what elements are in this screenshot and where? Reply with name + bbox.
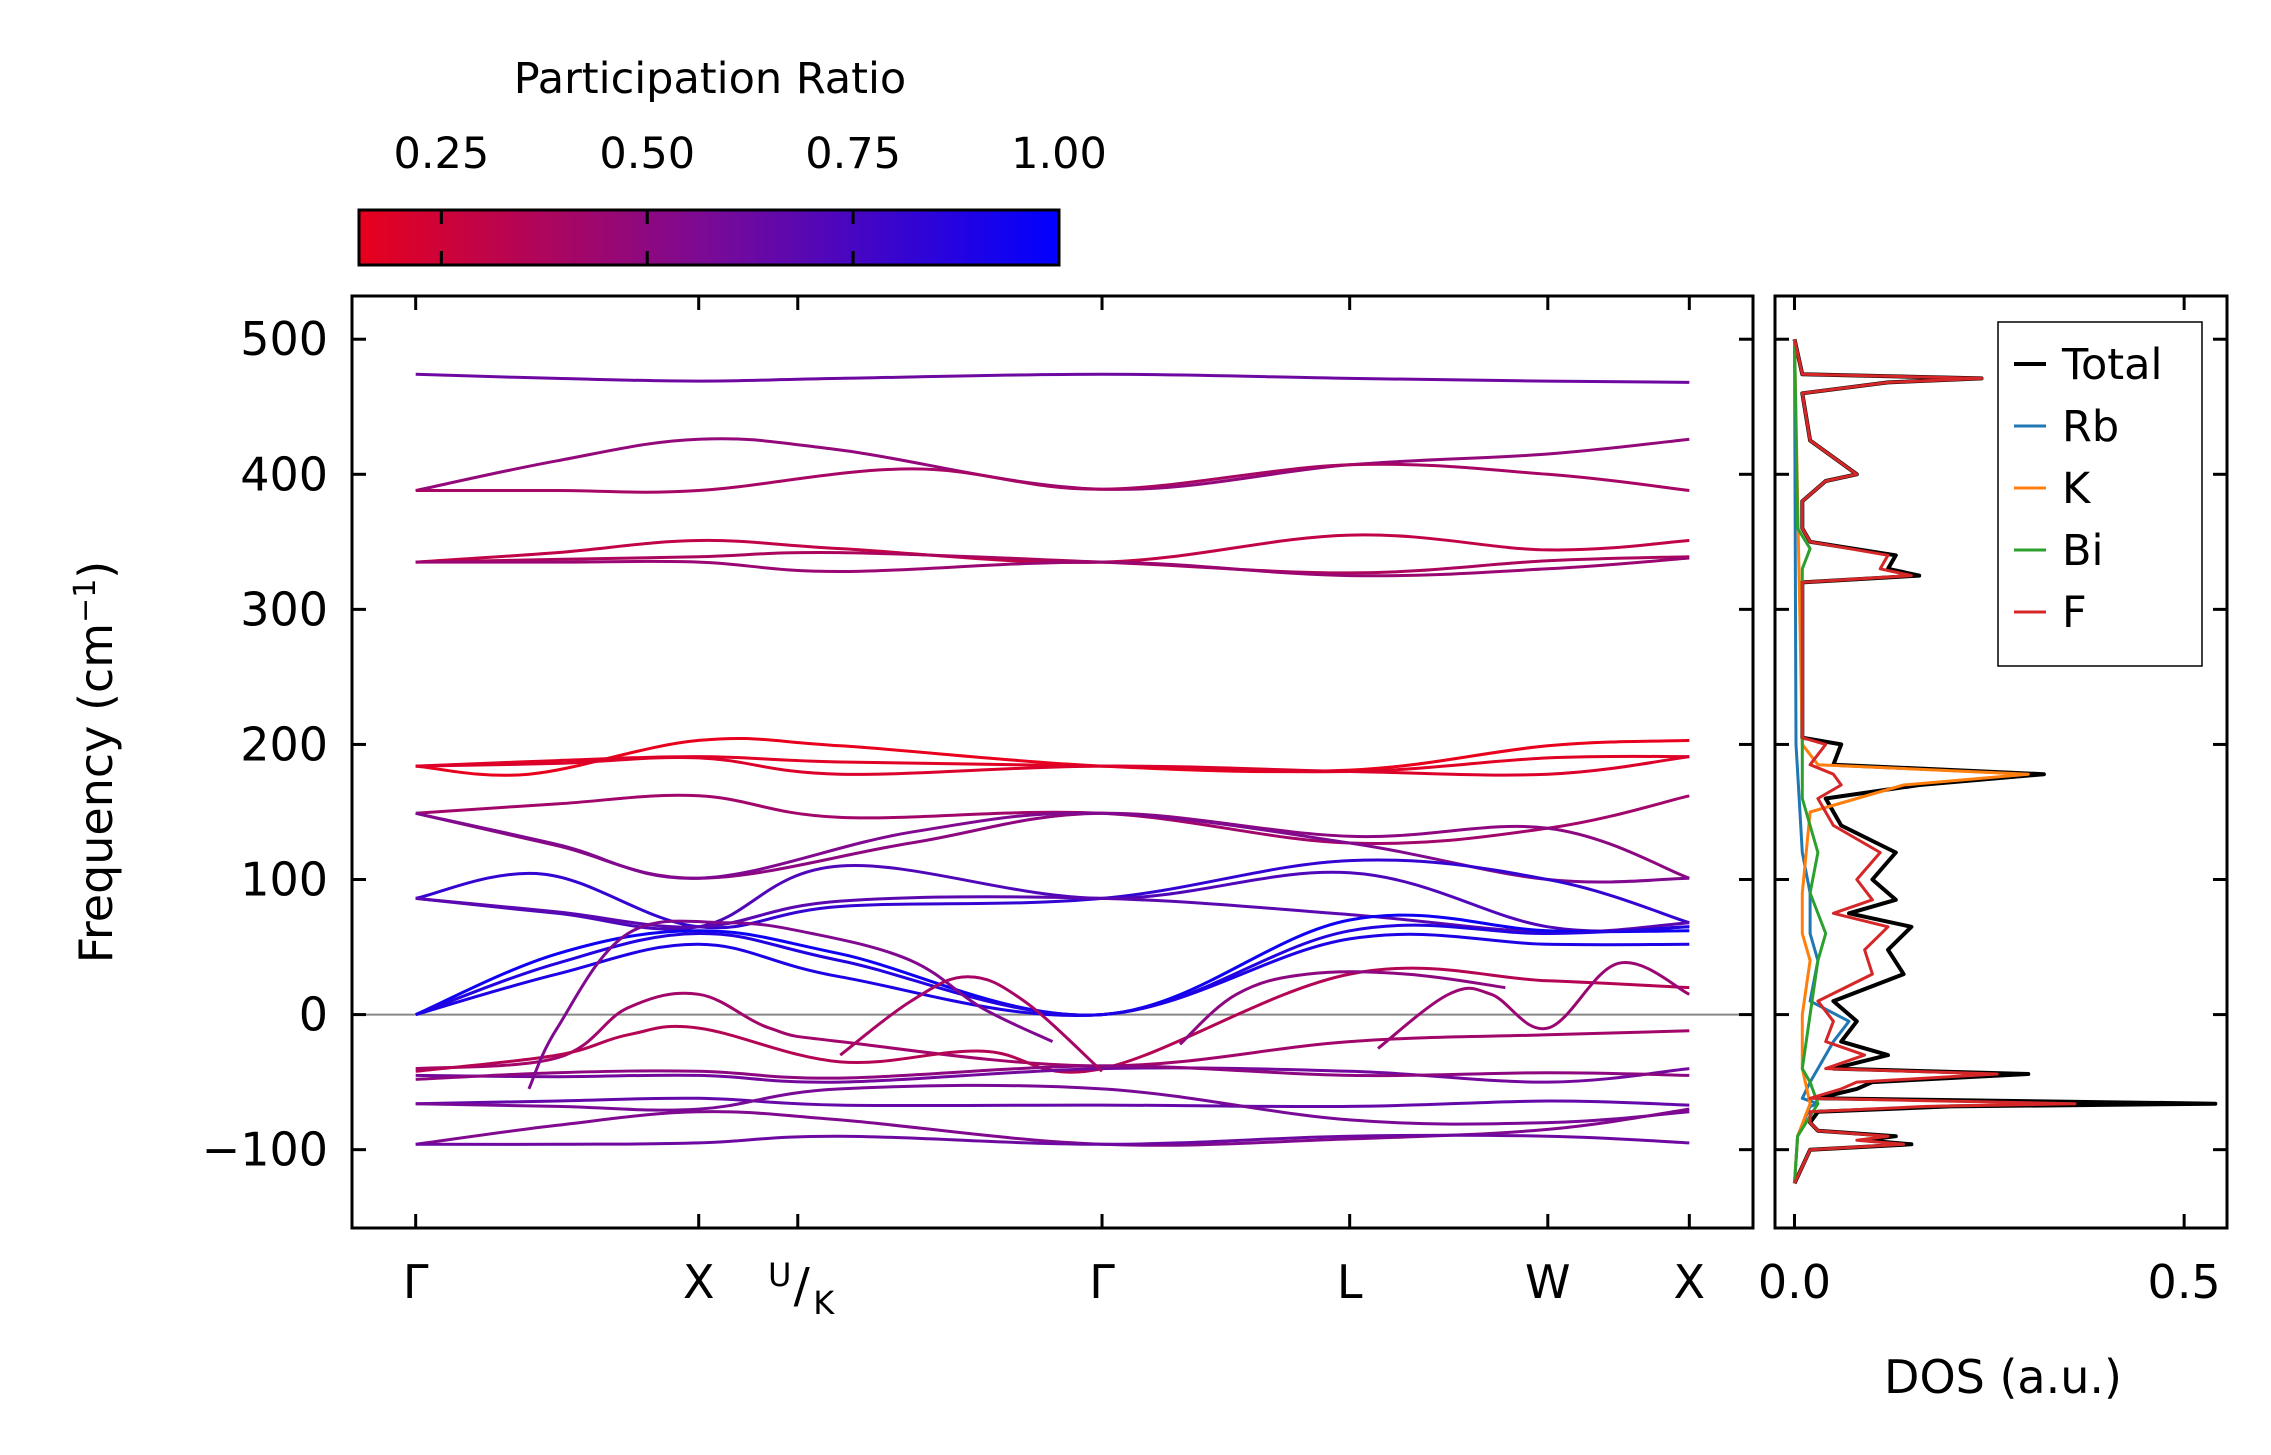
band-line-band-104 [415,858,1690,930]
colorbar-title: Participation Ratio [514,54,907,104]
kpoint-label-Γ: Γ [1089,1255,1115,1309]
colorbar-tick-label: 0.75 [805,129,901,179]
dos-line-F [1793,338,2077,1185]
band-line-band-hump1 [527,919,1054,1090]
colorbar-ticks [439,210,855,265]
dos-x-axis-ticks: 0.0 0.5 [1758,296,2221,1309]
dos-line-K [1793,339,2030,1184]
band-line-band-86 [415,895,1690,934]
kpoint-label-Γ: Γ [403,1255,429,1309]
legend-items: Total Rb K Bi F [2014,340,2162,638]
y-tick-label: 500 [240,312,328,366]
band-line-band-338 [415,550,1690,575]
band-line-band-s6 [415,1083,1690,1126]
dos-x-tick-label: 0.0 [1758,1255,1831,1309]
dos-line-Bi [1793,339,1828,1184]
band-line-band-351 [415,533,1690,564]
y-axis-label: Frequency (cm−1) [68,561,123,964]
x-axis-kpoint-ticks: Γ X U / K Γ L W X [403,296,1705,1322]
dos-legend: Total Rb K Bi F [1997,321,2203,667]
kpoint-label-K: K [813,1284,835,1322]
kpoint-label-U: U [768,1256,791,1294]
dos-panel: 0.0 0.5 DOS (a.u.) Total Rb K Bi F [1758,294,2229,1404]
dos-line-Rb [1793,339,1851,1184]
legend-label-F: F [2062,588,2087,638]
band-line-band-s2 [415,966,1690,1074]
y-tick-label: 100 [240,853,328,907]
band-plot-frame [350,294,1755,1230]
dos-plot-frame [1773,294,2229,1230]
band-line-band-hump4 [1377,961,1690,1050]
dos-lines [1792,338,2218,1185]
y-axis-ticks: 500 400 300 200 100 0 −100 [202,312,1753,1177]
band-line-band-180 [415,755,1690,777]
band-line-band-191 [415,754,1690,774]
kpoint-label-X: X [1674,1255,1706,1309]
band-line-band-327 [415,556,1690,578]
dos-x-axis-label: DOS (a.u.) [1884,1350,2122,1404]
band-line-band-427 [415,437,1690,492]
colorbar: Participation Ratio 0.25 0.50 0.75 1.00 [357,54,1107,267]
band-line-band-112 [415,864,1690,933]
colorbar-tick-label: 1.00 [1011,129,1107,179]
y-tick-label: 0 [299,988,328,1042]
band-line-band-ac3 [415,932,1690,1017]
legend-frame [1997,321,2203,667]
band-line-band-s4 [415,1064,1690,1081]
band-line-band-388 [415,462,1690,494]
legend-label-Bi: Bi [2062,526,2103,576]
colorbar-tick-label: 0.25 [393,129,489,179]
band-line-band-s7 [415,1107,1690,1147]
band-line-band-hump3 [1178,970,1506,1046]
band-line-band-s8 [415,1133,1690,1146]
band-line-band-s1 [415,991,1690,1071]
kpoint-label-L: L [1337,1255,1363,1309]
y-axis-label-superscript: −1 [68,579,103,623]
legend-label-K: K [2062,464,2092,514]
band-line-band-ac2 [415,923,1690,1017]
band-line-band-hump2 [839,975,1104,1073]
band-line-band-149a [415,811,1690,880]
y-tick-label: 300 [240,582,328,636]
dos-x-tick-label: 0.5 [2148,1255,2221,1309]
y-axis-label-main: Frequency (cm [69,623,123,963]
band-structure-panel: 500 400 300 200 100 0 −100 Γ X U / K Γ L W X Frequency… [68,294,1755,1322]
band-line-band-s3 [415,1066,1690,1084]
y-tick-label: −100 [202,1123,328,1177]
band-line-band-203 [415,736,1690,777]
kpoint-label-X: X [683,1255,715,1309]
y-axis-label-close: ) [69,561,123,579]
band-line-band-s5 [415,1096,1690,1109]
colorbar-bar [357,208,1061,267]
colorbar-tick-label: 0.50 [599,129,695,179]
colorbar-tick-labels: 0.25 0.50 0.75 1.00 [393,129,1106,179]
legend-label-Rb: Rb [2062,402,2119,452]
y-tick-label: 400 [240,447,328,501]
legend-label-Total: Total [2061,340,2162,390]
dos-y-ticks [1775,337,2227,1152]
kpoint-label-W: W [1525,1255,1570,1309]
kpoint-label-slash: / [794,1258,811,1314]
band-lines [415,372,1690,1147]
y-tick-label: 200 [240,717,328,771]
band-line-band-474 [415,372,1690,384]
band-line-band-162 [415,793,1690,845]
